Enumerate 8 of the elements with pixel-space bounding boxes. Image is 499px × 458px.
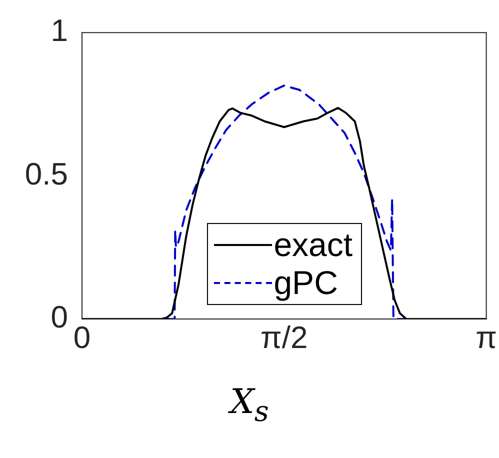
x-tick-label: 0 [73,320,91,356]
x-tick-label: π [476,320,497,356]
x-tick-label: π/2 [260,320,308,356]
legend-label: gPC [274,264,338,302]
x-axis-title: X$_{s}$ [227,382,270,428]
y-tick-label: 1 [50,13,68,48]
y-tick-label: 0.5 [24,156,68,192]
legend-label: exact [274,226,353,264]
